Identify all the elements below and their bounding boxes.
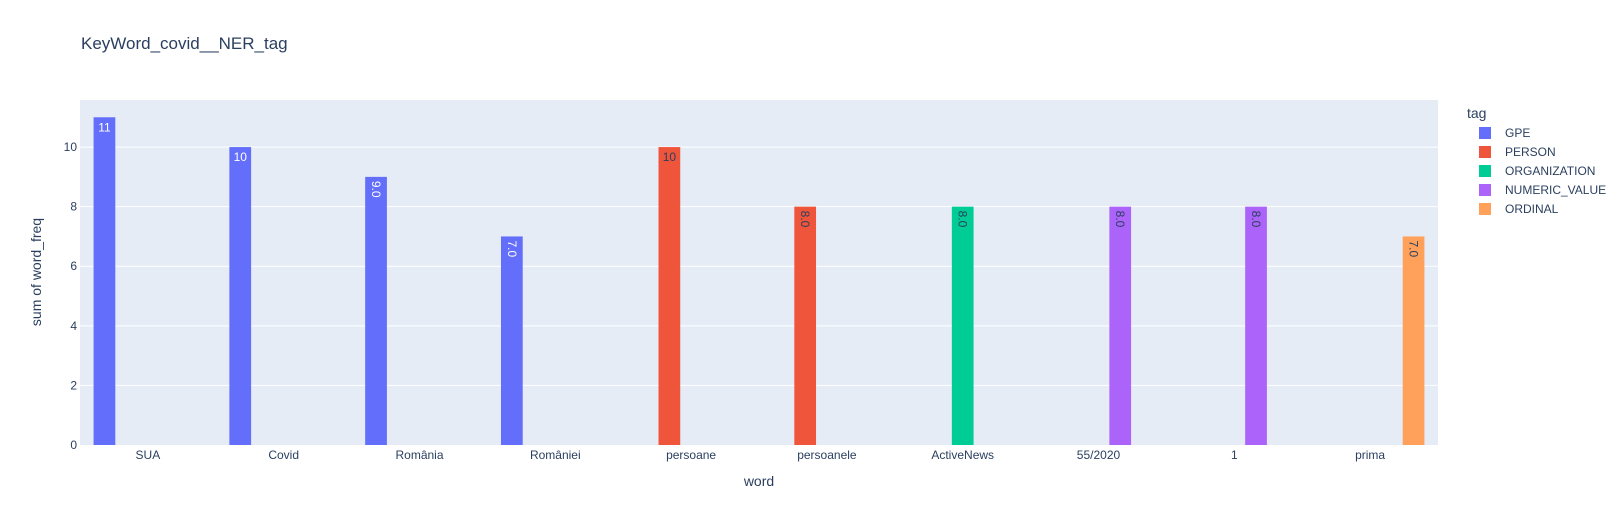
bar	[658, 147, 681, 445]
legend-label: ORGANIZATION	[1505, 164, 1595, 178]
bar	[1402, 236, 1425, 445]
data-label: 7.0	[1407, 240, 1421, 257]
data-label: 8.0	[1113, 211, 1127, 228]
legend-swatch	[1479, 203, 1491, 215]
legend-swatch	[1479, 165, 1491, 177]
data-label: 8.0	[956, 211, 970, 228]
bar	[93, 117, 116, 446]
x-tick-label: Covid	[268, 448, 299, 462]
bar	[794, 206, 817, 445]
data-label: 11	[98, 120, 111, 134]
bar	[365, 176, 387, 445]
label-layer: 11 10 9.0 7.0 10 8.0 8.0 8.0 8.0 7.0	[98, 120, 1420, 257]
x-tick-label: prima	[1355, 448, 1385, 462]
y-tick-label: 8	[70, 200, 77, 214]
y-tick-label: 10	[64, 140, 78, 154]
legend-label: PERSON	[1505, 145, 1556, 159]
data-label: 8.0	[798, 211, 812, 228]
legend-label: ORDINAL	[1505, 202, 1559, 216]
data-label: 8.0	[1249, 211, 1263, 228]
x-tick-labels: SUA Covid România României persoane persoanel…	[136, 448, 1386, 462]
x-tick-label: ActiveNews	[931, 448, 994, 462]
legend-items: GPE PERSON ORGANIZATION NUMERIC_VALUE ORDINA…	[1479, 126, 1606, 216]
data-label: 10	[234, 150, 248, 164]
chart-title: KeyWord_covid__NER_tag	[81, 34, 288, 53]
bar	[229, 147, 252, 445]
legend-title: tag	[1467, 105, 1486, 121]
legend-label: GPE	[1505, 126, 1530, 140]
x-tick-label: SUA	[136, 448, 161, 462]
x-tick-label: persoane	[666, 448, 716, 462]
bar	[1109, 206, 1132, 445]
legend-swatch	[1479, 127, 1491, 139]
legend-swatch	[1479, 184, 1491, 196]
bar-layer	[93, 117, 1425, 446]
plot-area	[80, 100, 1438, 445]
bar	[1245, 206, 1267, 445]
bar	[951, 206, 974, 445]
x-tick-label: 1	[1231, 448, 1238, 462]
bar	[500, 236, 523, 445]
legend: tag GPE PERSON ORGANIZATION NUMERIC_VALUE OR…	[1467, 105, 1606, 216]
data-label: 10	[663, 150, 677, 164]
x-tick-label: România	[395, 448, 443, 462]
data-label: 9.0	[369, 181, 383, 198]
y-tick-label: 2	[70, 378, 77, 392]
data-label: 7.0	[505, 240, 519, 257]
y-tick-labels: 0 2 4 6 8 10	[64, 140, 78, 452]
legend-label: NUMERIC_VALUE	[1505, 183, 1606, 197]
x-tick-label: României	[530, 448, 581, 462]
x-tick-label: 55/2020	[1077, 448, 1121, 462]
x-tick-label: persoanele	[797, 448, 857, 462]
y-axis-title: sum of word_freq	[28, 218, 44, 326]
y-tick-label: 0	[70, 438, 77, 452]
y-tick-label: 4	[70, 319, 77, 333]
y-tick-label: 6	[70, 259, 77, 273]
legend-swatch	[1479, 146, 1491, 158]
x-axis-title: word	[743, 473, 774, 489]
grid-layer	[80, 146, 1438, 386]
